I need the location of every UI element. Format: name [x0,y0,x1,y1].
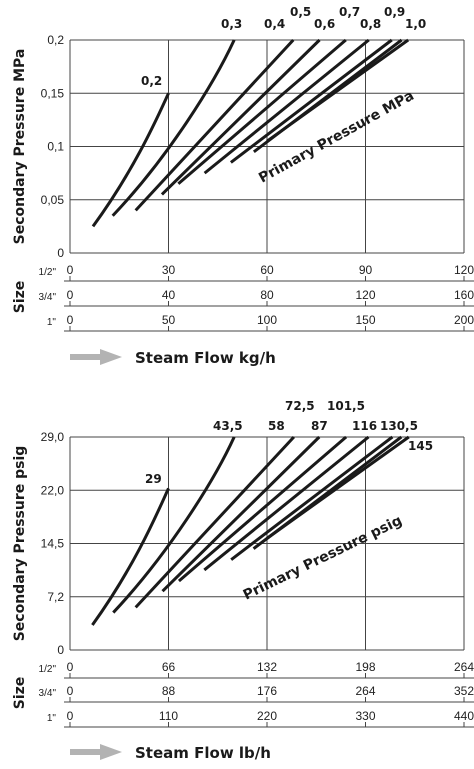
y-axis-label: Secondary Pressure psig [12,446,28,642]
primary-pressure-annotation: Primary Pressure MPa [256,88,417,187]
series-line-9 [266,38,410,143]
size-tick-label: 30 [162,263,176,277]
size-tick-label: 120 [355,288,375,302]
size-tick-label: 80 [260,288,274,302]
series-label: 72,5 [285,399,315,413]
series-line-3 [134,435,295,609]
size-tick-label: 0 [67,660,74,674]
series-line-4 [160,38,321,196]
series-line-4 [161,435,321,593]
series-line-1 [91,92,170,228]
size-tick-label: 60 [260,263,274,277]
flow-arrow-shaft [70,749,102,755]
series-label: 0,5 [290,5,311,19]
series-label: 0,7 [339,5,360,19]
series-line-6 [203,435,370,572]
y-tick-label: 29,0 [41,430,65,444]
size-tick-label: 150 [355,313,375,327]
size-tick-label: 0 [67,709,74,723]
size-tick-label: 440 [454,709,474,723]
size-row-label: 1/2" [39,664,57,675]
series-label: 29 [145,472,162,486]
size-tick-label: 120 [454,263,474,277]
size-tick-label: 132 [257,660,277,674]
series-line-7 [229,38,393,164]
y-tick-label: 0,1 [47,140,64,154]
y-tick-label: 0,15 [41,86,65,100]
y-tick-label: 14,5 [41,537,65,551]
size-row-label: 1" [47,317,57,328]
size-tick-label: 160 [454,288,474,302]
y-axis-label: Secondary Pressure MPa [12,49,28,245]
size-row-label: 1" [47,713,57,724]
flow-arrow-icon [100,744,122,760]
series-line-7 [230,435,394,561]
series-label: 0,4 [264,17,285,31]
x-axis-label: Steam Flow kg/h [135,349,276,367]
series-line-6 [203,38,370,175]
size-tick-label: 90 [359,263,373,277]
size-tick-label: 264 [355,684,375,698]
flow-arrow-shaft [70,354,102,360]
series-label: 0,6 [314,17,335,31]
series-line-5 [177,435,348,583]
series-label: 0,3 [221,17,242,31]
primary-pressure-annotation: Primary Pressure psig [241,513,405,604]
y-tick-label: 0,2 [47,33,64,47]
series-line-3 [134,38,295,212]
size-row-label: 3/4" [39,688,57,699]
size-tick-label: 200 [454,313,474,327]
size-tick-label: 0 [67,263,74,277]
size-row-label: 1/2" [39,267,57,278]
size-tick-label: 0 [67,288,74,302]
series-label: 101,5 [327,399,365,413]
size-label: Size [12,281,28,314]
series-label: 145 [408,439,433,453]
size-tick-label: 330 [355,709,375,723]
size-tick-label: 176 [257,684,277,698]
series-label: 0,2 [141,74,162,88]
series-line-9 [266,435,410,540]
size-row-label: 3/4" [39,292,57,303]
size-tick-label: 50 [162,313,176,327]
flow-arrow-icon [100,349,122,365]
series-label: 58 [268,419,285,433]
size-tick-label: 66 [162,660,176,674]
series-label: 43,5 [213,419,243,433]
size-tick-label: 88 [162,684,176,698]
series-label: 116 [352,419,377,433]
size-tick-label: 0 [67,313,74,327]
series-line-2 [111,39,236,217]
size-tick-label: 0 [67,684,74,698]
series-label: 0,9 [384,5,405,19]
y-tick-label: 22,0 [41,483,65,497]
series-line-5 [177,38,347,185]
y-tick-label: 0 [57,246,64,260]
size-tick-label: 198 [355,660,375,674]
size-label: Size [12,677,28,710]
series-line-1 [91,487,170,626]
size-tick-label: 352 [454,684,474,698]
y-tick-label: 0 [57,643,64,657]
y-tick-label: 7,2 [47,590,64,604]
series-label: 130,5 [380,419,418,433]
series-line-2 [112,436,236,614]
x-axis-label: Steam Flow lb/h [135,744,271,762]
series-label: 0,8 [360,17,381,31]
series-label: 1,0 [405,17,426,31]
size-tick-label: 100 [257,313,277,327]
size-tick-label: 264 [454,660,474,674]
y-tick-label: 0,05 [41,193,65,207]
chart-1: 0 0,05 0,1 0,15 0,2 Secondary Pressure MPa Siz… [12,5,474,367]
chart-2: 0 7,2 14,5 22,0 29,0 Secondary Pressure psig S… [12,399,474,762]
size-tick-label: 110 [159,709,178,723]
size-tick-label: 40 [162,288,176,302]
size-tick-label: 220 [257,709,277,723]
series-label: 87 [311,419,328,433]
